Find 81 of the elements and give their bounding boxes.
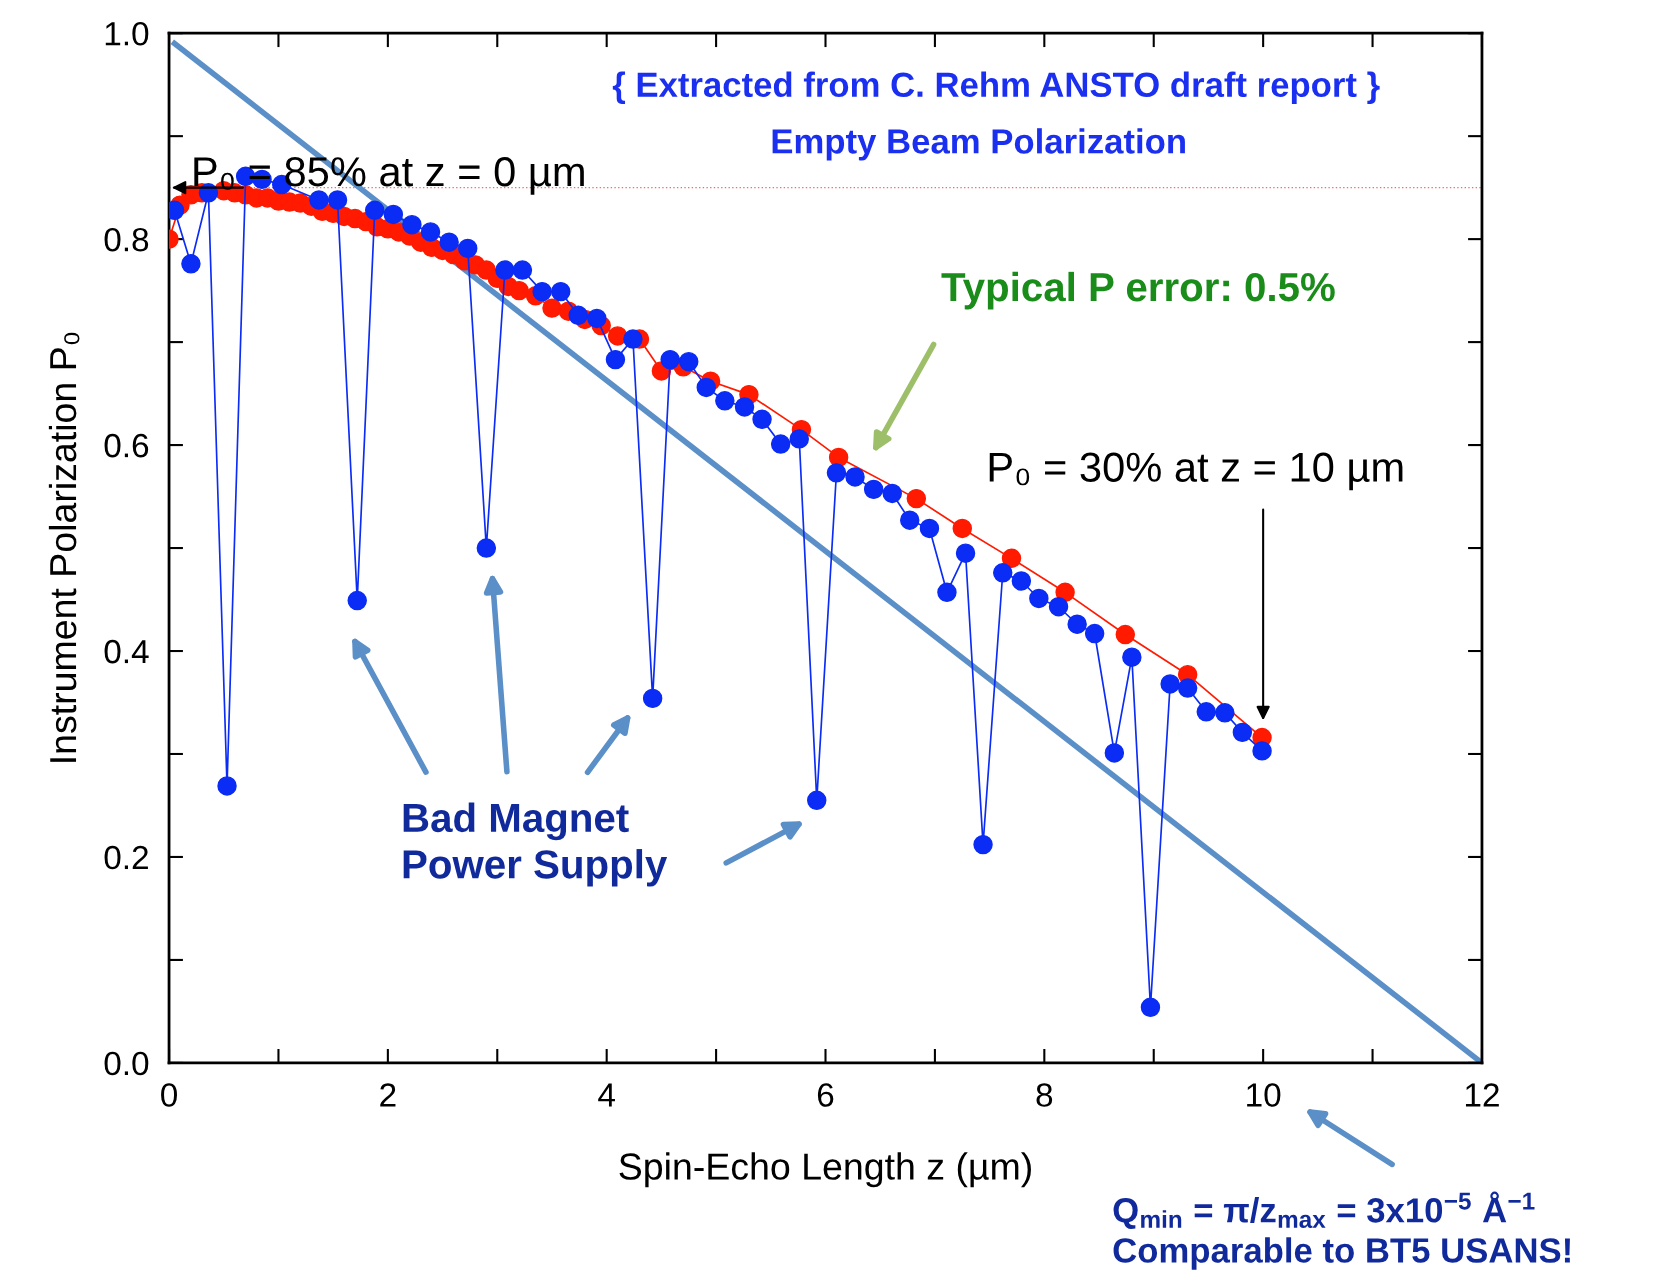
point xyxy=(770,434,791,454)
y-tick-label: 0.0 xyxy=(104,1051,149,1076)
annotation: Empty Beam Polarization xyxy=(772,128,1185,161)
point xyxy=(807,790,827,811)
y-tick-label: 0.6 xyxy=(104,433,149,458)
x-tick-label: 12 xyxy=(1465,1083,1499,1107)
point xyxy=(955,543,976,563)
point xyxy=(906,488,927,509)
point xyxy=(826,463,847,483)
point xyxy=(1122,647,1142,667)
point xyxy=(458,238,478,259)
point xyxy=(551,281,571,302)
point xyxy=(495,260,515,280)
point xyxy=(439,232,459,252)
point xyxy=(327,190,348,210)
point xyxy=(365,200,385,221)
point xyxy=(1252,741,1272,761)
y-axis-title: Instrument Polarization P₀ xyxy=(48,332,80,762)
point xyxy=(476,538,497,558)
x-axis-title: Spin-Echo Length z (µm) xyxy=(619,1152,1031,1188)
point xyxy=(1177,678,1198,698)
point xyxy=(181,254,201,274)
point xyxy=(532,281,552,302)
point xyxy=(542,298,562,318)
point xyxy=(1048,597,1069,617)
point xyxy=(420,222,441,242)
y-tick-label: 0.2 xyxy=(104,845,148,870)
point xyxy=(383,204,404,225)
x-tick-label: 4 xyxy=(598,1083,615,1107)
point xyxy=(1115,624,1136,645)
x-tick-label: 2 xyxy=(380,1083,396,1107)
annotation: Bad Magnet Power Supply xyxy=(403,802,668,887)
point xyxy=(734,397,755,417)
point xyxy=(919,518,940,539)
point xyxy=(509,280,529,301)
point xyxy=(1215,703,1235,723)
y-tick-label: 0.8 xyxy=(104,227,149,252)
point xyxy=(1232,722,1253,743)
x-tick-label: 10 xyxy=(1247,1083,1281,1107)
point xyxy=(952,518,972,539)
point xyxy=(1029,588,1049,609)
point xyxy=(642,688,663,709)
point xyxy=(1084,623,1105,644)
point xyxy=(1001,548,1022,569)
point xyxy=(512,260,533,280)
point xyxy=(309,190,329,210)
point xyxy=(402,214,422,235)
point xyxy=(347,590,367,611)
point xyxy=(1011,571,1032,591)
point xyxy=(993,563,1013,583)
point xyxy=(1196,702,1216,722)
annotation: { Extracted from C. Rehm ANSTO draft report } xyxy=(612,71,1380,104)
point xyxy=(715,391,735,411)
point xyxy=(679,351,699,372)
point xyxy=(845,467,865,487)
point xyxy=(1067,614,1087,634)
x-tick-label: 0 xyxy=(161,1083,178,1107)
point xyxy=(660,349,680,370)
point xyxy=(937,582,957,603)
point xyxy=(900,510,920,530)
point xyxy=(863,479,884,500)
point xyxy=(623,329,643,349)
point xyxy=(882,483,902,504)
point xyxy=(696,377,716,398)
x-tick-label: 8 xyxy=(1036,1083,1053,1107)
point xyxy=(1160,674,1180,694)
text: Q$_{min}$ = π/z$_{max}$ = 3x10$^{−5}$ Å$^{−1}$ Comparable to BT5 USANS! xyxy=(1113,1191,1570,1270)
point xyxy=(752,409,772,430)
point xyxy=(973,834,993,855)
point xyxy=(1140,997,1161,1018)
annotation: Typical P error: 0.5% xyxy=(941,271,1335,310)
point xyxy=(568,305,588,326)
annotation: P₀ = 30% at z = 10 µm xyxy=(989,452,1403,491)
point xyxy=(789,429,809,449)
x-tick-label: 6 xyxy=(817,1083,834,1107)
y-tick-label: 1.0 xyxy=(105,21,149,46)
point xyxy=(217,776,237,796)
point xyxy=(1104,743,1125,763)
y-tick-label: 0.4 xyxy=(104,639,149,664)
point xyxy=(587,308,607,329)
point xyxy=(605,349,626,370)
